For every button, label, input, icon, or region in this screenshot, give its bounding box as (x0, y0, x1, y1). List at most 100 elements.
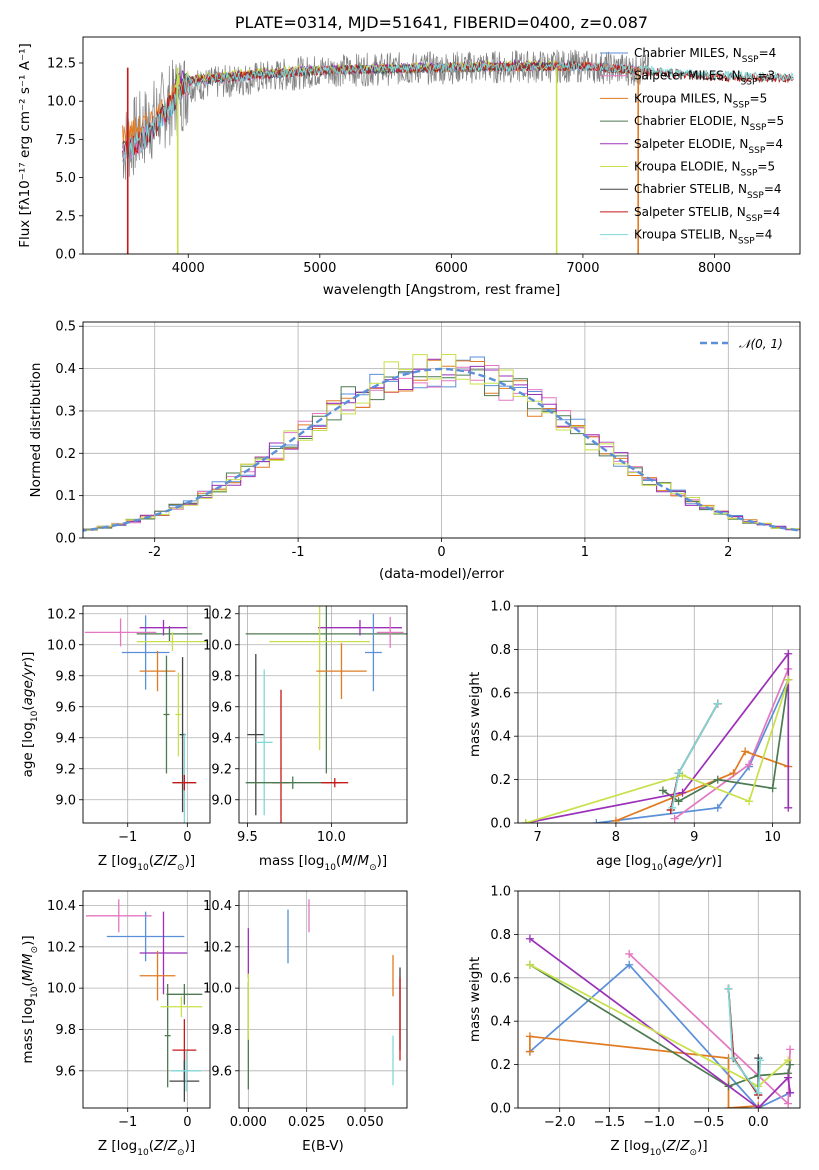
z-age-ylabel-part: age [log (20, 722, 36, 777)
spectrum-xtick-label: 7000 (566, 261, 599, 276)
z-mass-ylabel-part: M (20, 953, 36, 965)
z-mass-errorbar (171, 1050, 202, 1092)
spectrum-legend-label-part: =3 (757, 69, 775, 83)
spectrum-xtick-label: 6000 (435, 261, 468, 276)
age-weight-xtick-label: 9 (690, 830, 698, 845)
z-age-ylabel-part: ( (20, 705, 36, 710)
spectrum-legend-label-part: SSP (742, 55, 759, 65)
z-weight-frame (517, 890, 801, 1109)
residuals-ytick-label: 0.3 (55, 404, 76, 419)
z-mass-ytick-label: 10.2 (47, 940, 76, 955)
spectrum-ytick-label: 2.5 (55, 209, 76, 224)
z-mass-frame (82, 890, 211, 1109)
spectrum-xtick-label: 5000 (303, 261, 336, 276)
spectrum-ytick-label: 7.5 (55, 133, 76, 148)
residuals-ytick-label: 0.2 (55, 447, 76, 462)
z-weight-series-point (525, 934, 534, 943)
z-weight-series-point (786, 1088, 795, 1097)
age-weight-xlabel: age [log10(age/yr)] (596, 853, 722, 873)
z-age-ytick-label: 9.8 (55, 669, 76, 684)
z-age-ytick-label: 9.4 (55, 731, 76, 746)
z-age-xlabel-part: Z (167, 853, 178, 869)
z-mass-xlabel-part: Z [log (98, 1138, 137, 1154)
z-weight-series-point (724, 984, 733, 993)
age-weight-xlabel-part: age [log (596, 853, 651, 869)
z-mass-ytick-label: 9.6 (55, 1064, 76, 1079)
age-weight-series-point (741, 747, 750, 756)
mass-age-errorbar (376, 616, 404, 648)
mass-age-xlabel-part: M (357, 853, 369, 869)
spectrum-legend-label-part: =5 (757, 160, 775, 174)
spectrum-legend-label: Salpeter ELODIE, NSSP=4 (634, 137, 783, 156)
residuals-frame (82, 321, 801, 539)
z-age-ytick-label: 9.0 (55, 793, 76, 808)
spectrum-ytick-label: 5.0 (55, 171, 76, 186)
z-mass-errorbar (85, 899, 152, 933)
residuals-hist-step (83, 369, 800, 532)
age-weight-series-point (592, 819, 601, 823)
spectrum-legend-label-part: Kroupa MILES, N (634, 91, 733, 105)
age-weight-ytick-label: 0.0 (490, 817, 511, 832)
residuals-ytick-label: 0.4 (55, 362, 76, 377)
residuals-hists (83, 354, 800, 533)
spectrum-legend-label: Salpeter STELIB, NSSP=4 (634, 205, 780, 224)
residuals-xtick-label: -2 (148, 545, 161, 560)
spectrum-lines (122, 49, 794, 254)
residuals-ytick-label: 0.1 (55, 489, 76, 504)
z-mass-errorbar (166, 984, 203, 1005)
spectrum-title: PLATE=0314, MJD=51641, FIBERID=0400, z=0… (235, 13, 648, 32)
z-age-errorbar (136, 632, 209, 651)
mass-age-ytick-label: 9.6 (211, 700, 232, 715)
z-weight-xlabel-part: 10 (650, 1148, 662, 1158)
z-mass-ylabel-part: )] (20, 935, 36, 946)
z-mass-xlabel-part: )] (185, 1138, 196, 1154)
age-weight-series-point (658, 786, 667, 795)
residuals-gaussian-curve (83, 367, 800, 532)
z-age-ylabel-part: )] (20, 652, 36, 663)
ebv-mass-axes: 0.000 0.025 0.050 9.6 9.8 10.0 10.2 10.4 E(B-V) (203, 890, 408, 1154)
z-age-errorbar (84, 618, 157, 647)
z-age-errorbar (136, 626, 203, 642)
z-weight-ytick-label: 0.4 (490, 1015, 511, 1030)
spectrum-legend-label-part: SSP (741, 169, 758, 179)
residuals-ytick-label: 0.5 (55, 320, 76, 335)
spectrum-legend-label-part: SSP (746, 214, 763, 224)
z-age-axes: −1 09.09.29.49.69.810.010.2Z [log10(Z/Z⊙)… (20, 605, 211, 873)
mass-age-errorbar (247, 654, 265, 816)
z-age-xtick-label: 0 (183, 830, 191, 845)
mass-age-ytick-label: 9.2 (211, 762, 232, 777)
z-mass-axes: −1 09.69.810.010.210.4Z [log10(Z/Z⊙)]mass… (20, 890, 211, 1158)
residuals-xtick-label: 0 (437, 545, 445, 560)
mass-age-ytick-label: 10.0 (203, 638, 232, 653)
z-weight-series-point (525, 1047, 534, 1056)
ebv-mass-xtick-label: 0.050 (346, 1115, 383, 1130)
spectrum-legend-label-part: Kroupa ELODIE, N (634, 160, 741, 174)
spectrum-frame (82, 36, 801, 255)
z-mass-xlabel-part: ⊙ (177, 1148, 185, 1158)
z-age-errorbar (172, 774, 197, 791)
z-weight-axes: −2.0 −1.5 −1.0 −0.5 0.0 0.0 0.2 0.4 0.6 0.8 1.0 mas… (467, 885, 801, 1158)
age-weight-series-line (596, 679, 790, 823)
ebv-mass-ytick-label: 9.6 (211, 1064, 232, 1079)
z-weight-xtick-label: −0.5 (693, 1115, 725, 1130)
z-weight-series-line (727, 988, 762, 1096)
mass-age-xlabel-part: ⊙ (369, 863, 377, 873)
ebv-mass-ytick-label: 10.2 (203, 940, 232, 955)
age-weight-series-point (678, 788, 687, 797)
z-age-xlabel-part: 10 (137, 863, 149, 873)
z-weight-ytick-label: 0.6 (490, 971, 511, 986)
age-weight-series-point (611, 816, 620, 823)
z-mass-ylabel-part: mass [log (20, 998, 36, 1064)
spectrum-legend-label-part: Kroupa STELIB, N (634, 228, 738, 242)
spectrum-xlabel: wavelength [Angstrom, rest frame] (323, 282, 561, 298)
z-mass-ylabel-part: ⊙ (30, 946, 40, 954)
age-weight-series-point (668, 803, 677, 812)
z-weight-xlabel: Z [log10(Z/Z⊙)] (610, 1138, 707, 1158)
spectrum-legend-label-part: =4 (764, 182, 782, 196)
spectrum-axes: 4000 5000 6000 7000 8000 0.0 2.5 5.0 7.5 10.0 12.5… (17, 13, 801, 298)
z-age-xlabel-part: ⊙ (177, 863, 185, 873)
spectrum-legend-label: Chabrier STELIB, NSSP=4 (634, 182, 782, 201)
spectrum-ylabel: Flux [fλ10⁻¹⁷ erg cm⁻² s⁻¹ A⁻¹] (17, 43, 33, 248)
age-weight-series-line (525, 679, 790, 823)
mass-age-ytick-label: 10.2 (203, 607, 232, 622)
